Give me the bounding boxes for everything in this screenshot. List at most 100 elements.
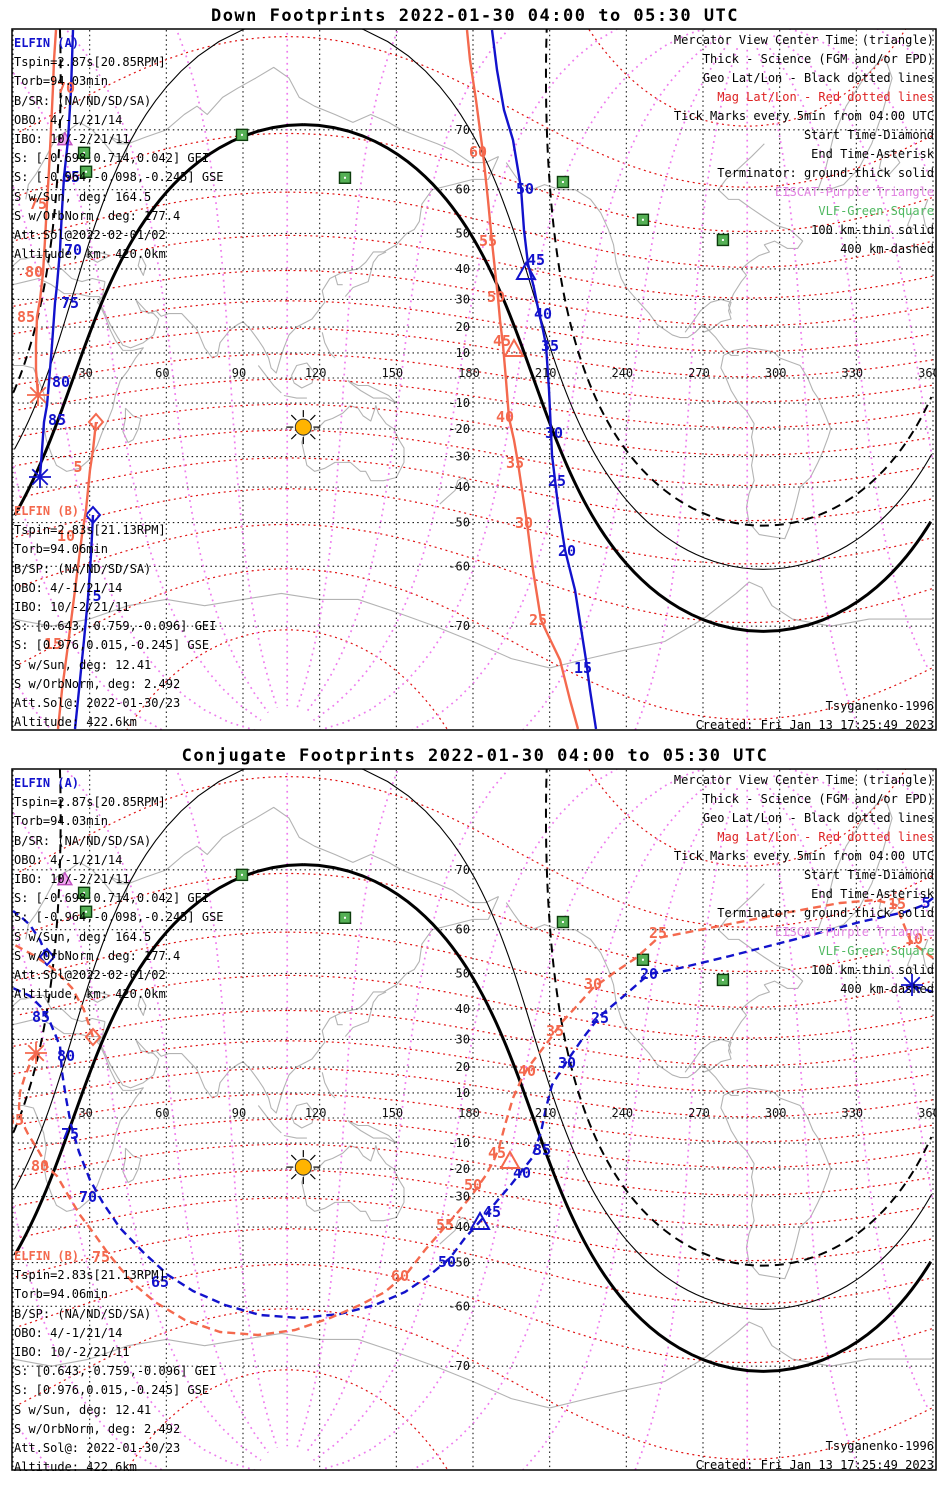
mag-latitude-line — [15, 1118, 931, 1169]
info-line: IBO: 10/-2/21/11 — [14, 600, 130, 615]
start-diamond-icon — [84, 505, 102, 525]
mag-latitude-line — [15, 378, 931, 429]
coastline — [283, 394, 307, 399]
longitude-tick-label: 270 — [688, 1106, 710, 1120]
track-time-label: 80 — [57, 1047, 75, 1065]
info-line: Altitude, km: 420.0km — [14, 247, 166, 262]
coastline — [301, 1145, 405, 1222]
track-time-label: 20 — [640, 965, 658, 983]
vlf-station-square-dot — [85, 910, 88, 913]
mag-longitude-line — [634, 787, 739, 1470]
mag-latitude-line — [15, 403, 931, 456]
track-time-label: 30 — [515, 514, 533, 532]
mag-latitude-line — [15, 1143, 931, 1196]
info-line: S w/OrbNorm, deg: 177.4 — [14, 948, 181, 963]
latitude-tick-label: -40 — [448, 480, 470, 494]
track-time-label: 50 — [516, 180, 534, 198]
info-line: S w/OrbNorm, deg: 177.4 — [14, 208, 181, 223]
created-timestamp: Created: Fri Jan 13 17:25:49 2023 — [695, 718, 934, 732]
vlf-station-square-dot — [83, 151, 86, 154]
mag-latitude-line — [17, 1308, 932, 1460]
satellite-name: ELFIN (B) — [14, 1249, 80, 1263]
track-time-label: 45 — [493, 332, 511, 350]
track-time-label: 5 — [73, 458, 82, 476]
track-time-label: 15 — [888, 895, 906, 913]
info-line: IBO: 10/-2/21/11 — [14, 1345, 130, 1360]
longitude-tick-label: 240 — [611, 1106, 633, 1120]
credits-panel1: Tsyganenko-1996 Created: Fri Jan 13 17:25… — [696, 697, 934, 735]
mag-latitude-line — [16, 1197, 932, 1262]
panel1-title: Down Footprints 2022-01-30 04:00 to 05:3… — [210, 6, 740, 26]
mag-latitude-line — [17, 1263, 932, 1364]
mag-latitude-line — [587, 29, 907, 127]
satellite-name: ELFIN (B) — [14, 504, 80, 518]
track-time-label: 35 — [546, 1022, 564, 1040]
coastline — [878, 889, 901, 915]
sun-ray — [309, 1154, 316, 1161]
center-time-triangle-icon — [469, 1210, 491, 1230]
info-line: Tspin=2.83s[21.13RPM] — [14, 1268, 166, 1283]
info-line: Altitude: 422.6km — [14, 715, 137, 730]
info-line: Att.Sol@: 2022-01-30/23 — [14, 696, 181, 711]
model-name: Tsyganenko-1996 — [825, 1439, 934, 1453]
latitude-tick-label: -50 — [448, 1256, 470, 1270]
longitude-tick-label: 120 — [305, 366, 327, 380]
track-time-label: 15 — [574, 659, 592, 677]
mag-longitude-line — [286, 29, 289, 707]
longitude-tick-label: 300 — [765, 1106, 787, 1120]
longitude-tick-label: 30 — [78, 1106, 92, 1120]
legend-panel2: Mercator View Center Time (triangle) Thic… — [674, 771, 934, 999]
coastline — [684, 1038, 732, 1073]
legend-line: 400 km-dashed — [840, 242, 934, 256]
credits-panel2: Tsyganenko-1996 Created: Fri Jan 13 17:25… — [696, 1437, 934, 1475]
mag-latitude-line — [15, 1169, 931, 1227]
info-line: Att.Sol@2022-02-01/02 — [14, 968, 166, 983]
track-time-label: 25 — [529, 611, 547, 629]
coastline — [137, 255, 147, 276]
track-time-label: 45 — [527, 251, 545, 269]
latitude-tick-label: 10 — [456, 1086, 470, 1100]
sun-ray — [309, 414, 316, 421]
info-line: Att.Sol@: 2022-01-30/23 — [14, 1441, 181, 1456]
track-time-label: 70 — [79, 1188, 97, 1206]
mag-latitude-line — [16, 872, 932, 973]
coastline — [357, 896, 500, 1010]
coastline — [291, 362, 316, 389]
track-time-label: 70 — [57, 79, 75, 97]
info-line: Torb=94.06min — [14, 1287, 108, 1302]
footprint-track — [12, 942, 95, 1038]
mag-latitude-line — [13, 1009, 929, 1067]
vlf-station-square-dot — [343, 916, 346, 919]
info-line: IBO: 10/-2/21/11 — [14, 132, 130, 147]
track-time-label: 40 — [496, 408, 514, 426]
vlf-station-square-dot — [83, 891, 86, 894]
latitude-tick-label: -60 — [448, 1299, 470, 1313]
track-time-label: 60 — [391, 1267, 409, 1285]
coastline — [922, 199, 931, 234]
coastline — [12, 581, 933, 669]
longitude-tick-label: 240 — [611, 366, 633, 380]
longitude-tick-label: 60 — [155, 366, 169, 380]
mag-longitude-line — [746, 789, 749, 1470]
legend-line: End Time-Asterisk — [811, 147, 934, 161]
legend-line: Terminator: ground-thick solid — [717, 166, 934, 180]
legend-line: Thick - Science (FGM and/or EPD) — [702, 52, 934, 66]
mag-longitude-line — [305, 29, 510, 714]
track-time-label: 35 — [541, 337, 559, 355]
conjugate-map-layer: 5202530354045506570758085151025303540455… — [12, 769, 936, 1470]
info-line: Att.Sol@2022-02-01/02 — [14, 228, 166, 243]
track-time-label: 50 — [464, 1176, 482, 1194]
track-time-label: 65 — [151, 1273, 169, 1291]
longitude-tick-label: 300 — [765, 366, 787, 380]
coastline — [344, 991, 387, 1037]
vlf-station-square-dot — [561, 181, 564, 184]
track-time-label: 45 — [488, 1144, 506, 1162]
legend-line: Geo Lat/Lon - Black dotted lines — [702, 811, 934, 825]
vlf-station-square-dot — [240, 873, 243, 876]
legend-line: VLF-Green Square — [818, 204, 934, 218]
track-time-label: 5 — [92, 587, 101, 605]
footprint-track — [34, 29, 58, 396]
info-line: S w/Sun, deg: 164.5 — [14, 929, 152, 944]
longitude-tick-label: 330 — [841, 1106, 863, 1120]
